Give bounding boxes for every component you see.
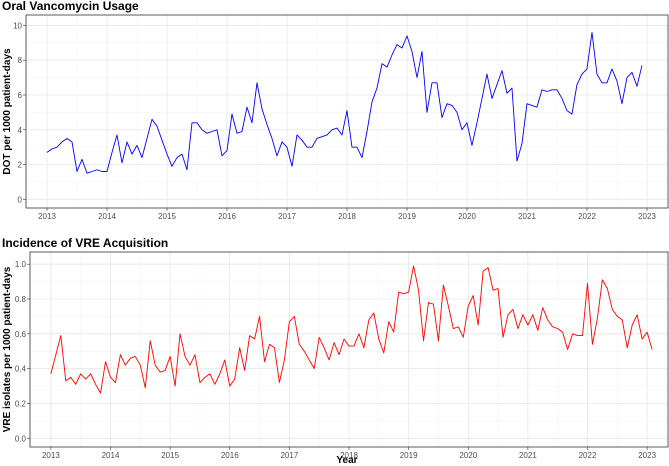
y-tick-label: 2 [18, 161, 23, 170]
x-tick-label: 2016 [218, 212, 236, 221]
x-tick-label: 2016 [221, 451, 239, 460]
x-tick-label: 2021 [518, 212, 536, 221]
x-tick-label: 2015 [161, 451, 179, 460]
y-tick-label: 10 [13, 21, 22, 30]
panel-title: Oral Vancomycin Usage [2, 0, 139, 13]
x-axis-title: Year [336, 455, 357, 466]
x-tick-label: 2019 [400, 451, 418, 460]
x-tick-label: 2020 [458, 212, 476, 221]
y-tick-label: 4 [18, 126, 23, 135]
panel-title: Incidence of VRE Acquisition [2, 236, 168, 250]
y-tick-label: 1.0 [15, 260, 27, 269]
x-tick-label: 2017 [278, 212, 296, 221]
x-tick-label: 2022 [579, 451, 597, 460]
x-tick-label: 2015 [158, 212, 176, 221]
y-axis-title: DOT per 1000 patient-days [2, 48, 13, 175]
y-tick-label: 6 [18, 91, 23, 100]
y-tick-label: 8 [18, 56, 23, 65]
y-axis-title: VRE isolates per 1000 patient-days [2, 266, 13, 432]
series-line-0 [46, 31, 643, 174]
x-tick-label: 2023 [638, 451, 656, 460]
panel-oral-vancomycin: 2013 2014 2015 2016 2017 2018 2019 2020 2021 2022… [2, 0, 669, 221]
y-tick-label: 0.8 [15, 295, 27, 304]
x-tick-label: 2013 [38, 212, 56, 221]
y-tick-label: 0 [18, 195, 23, 204]
x-tick-label: 2020 [459, 451, 477, 460]
x-tick-label: 2021 [519, 451, 537, 460]
series-line-0 [50, 265, 653, 394]
x-tick-label: 2018 [340, 451, 358, 460]
y-tick-label: 0.6 [15, 330, 27, 339]
y-tick-label: 0.2 [15, 399, 27, 408]
x-tick-label: 2022 [578, 212, 596, 221]
y-tick-label: 0.4 [15, 365, 27, 374]
panel-vre-acquisition: 2013 2014 2015 2016 2017 2018 2019 2020 2021 2022… [2, 236, 669, 460]
x-tick-label: 2013 [42, 451, 60, 460]
x-tick-label: 2018 [338, 212, 356, 221]
x-tick-label: 2014 [98, 212, 116, 221]
x-tick-label: 2019 [398, 212, 416, 221]
x-tick-label: 2014 [102, 451, 120, 460]
x-tick-label: 2023 [638, 212, 656, 221]
y-tick-label: 0.0 [15, 434, 27, 443]
x-tick-label: 2017 [280, 451, 298, 460]
